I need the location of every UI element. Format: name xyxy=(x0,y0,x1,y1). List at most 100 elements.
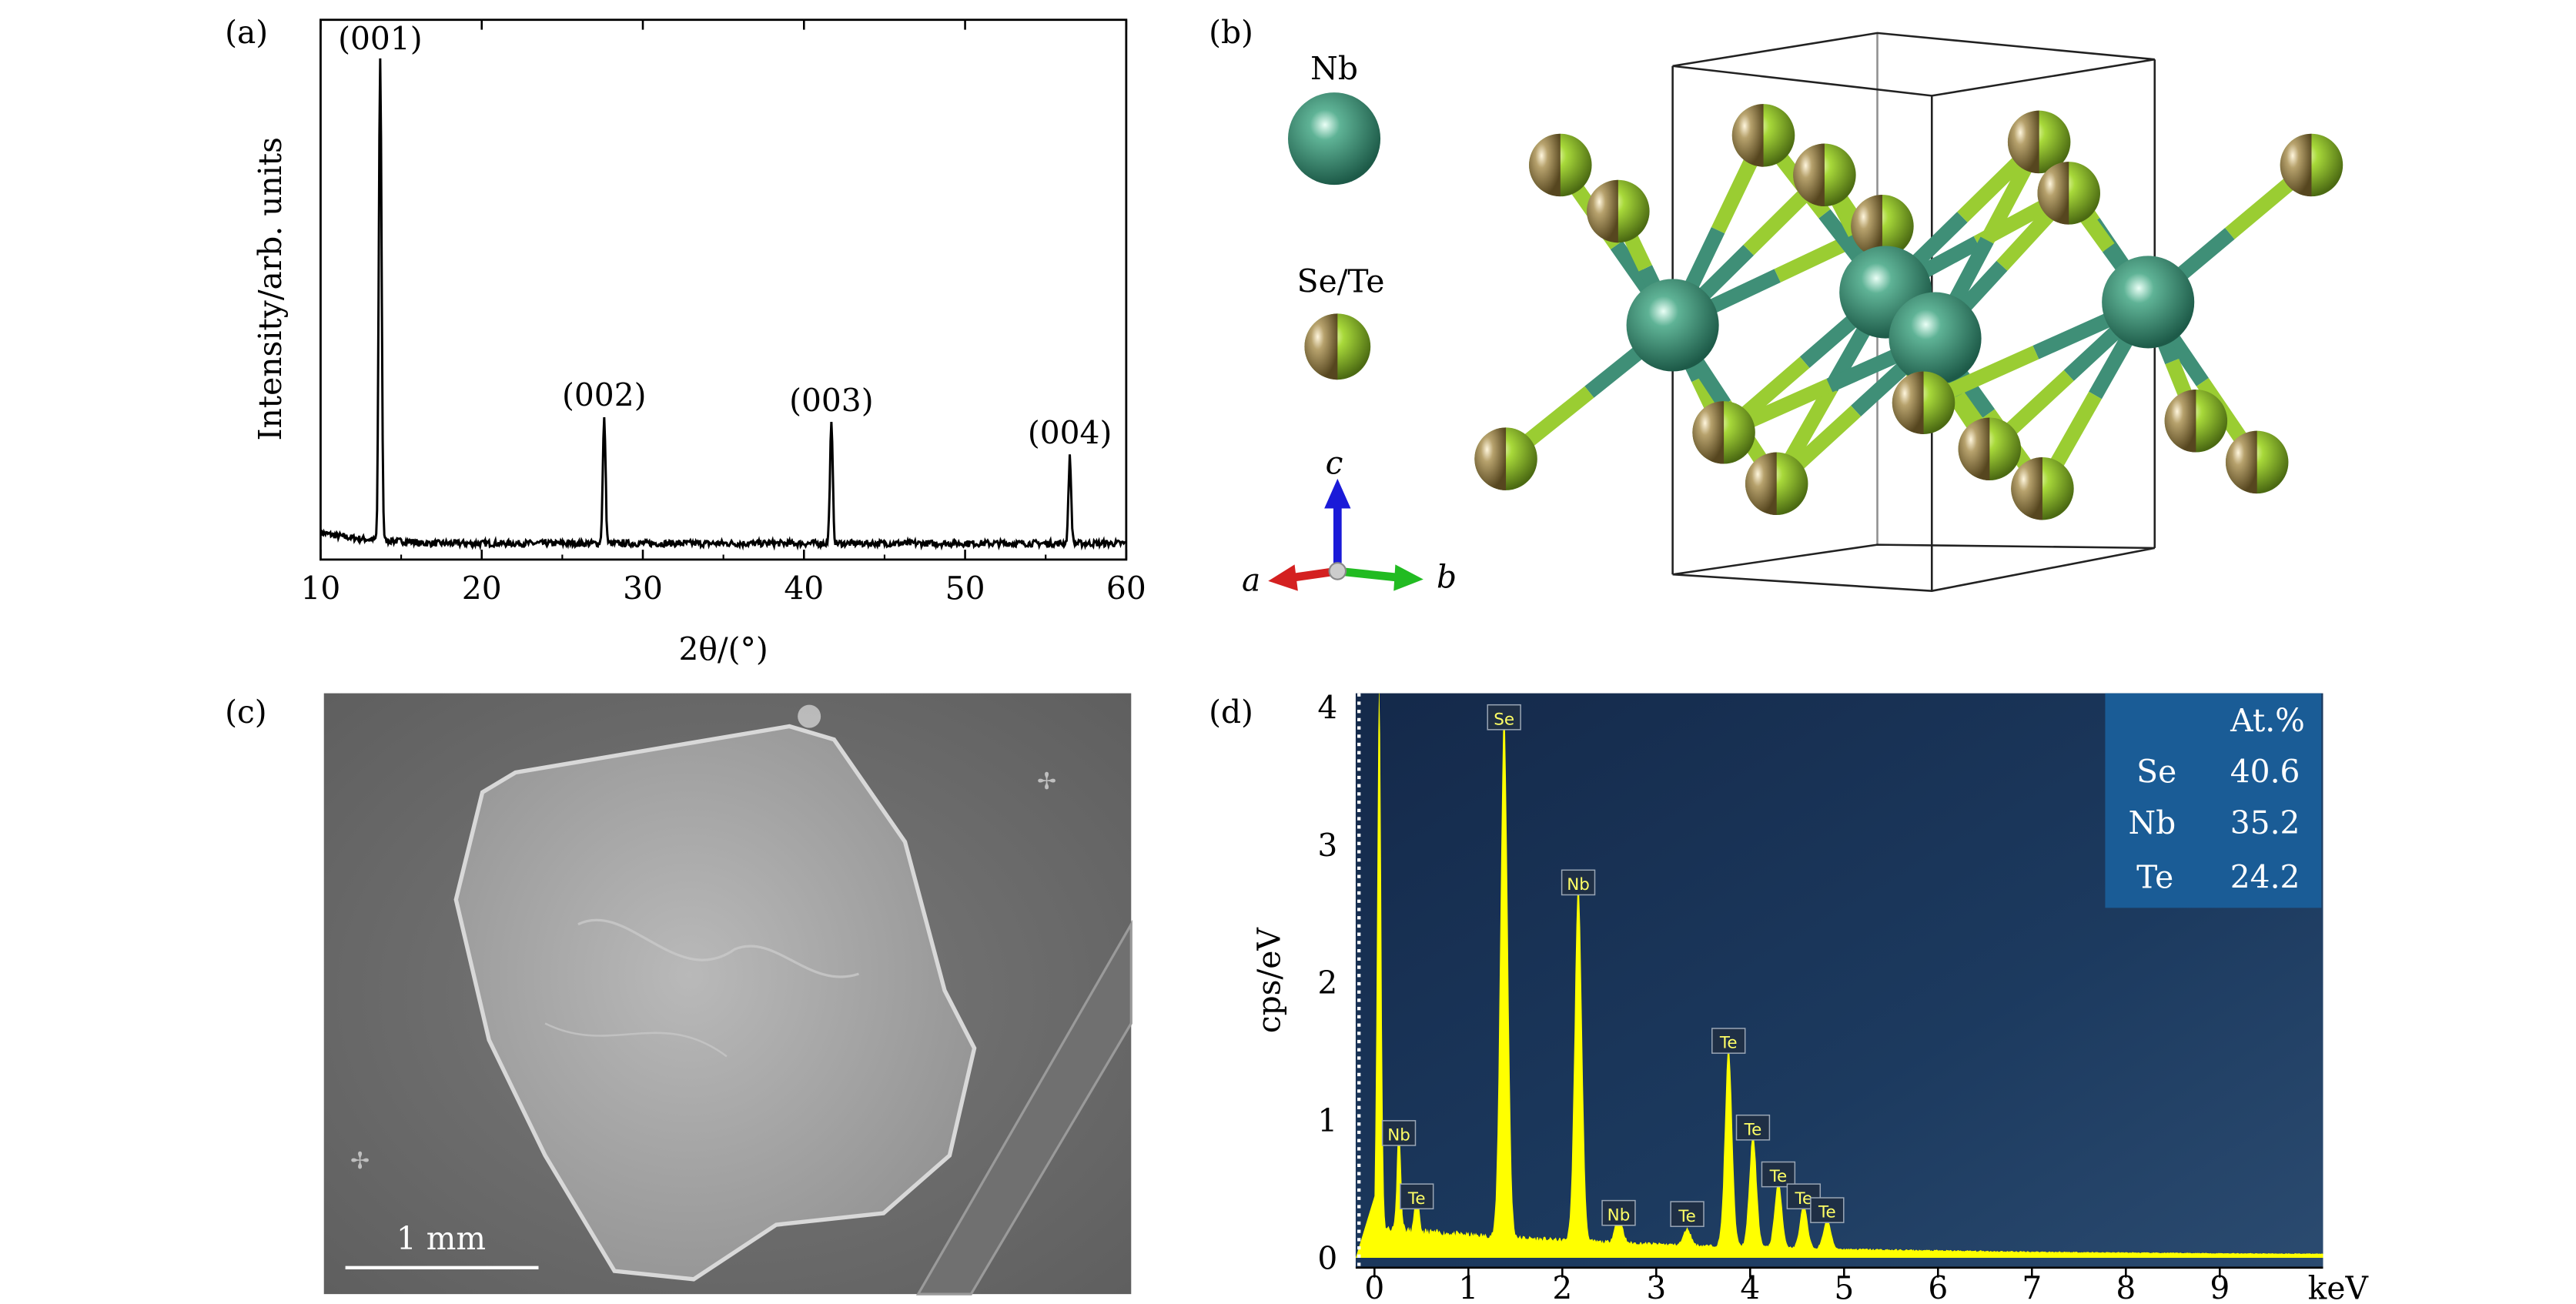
edx-x-ticks: 0 1 2 3 4 5 6 7 8 9 xyxy=(1355,1266,2323,1304)
edx-x-tick-label: 7 xyxy=(2022,1270,2042,1304)
sem-debris-strip xyxy=(915,919,1132,1296)
edx-peak-label-text: Te xyxy=(1744,1120,1762,1139)
panel-a-label: (a) xyxy=(225,14,268,51)
xrd-x-tick-label: 40 xyxy=(784,570,824,607)
scale-bar-label: 1 mm xyxy=(396,1220,486,1257)
panel-d: (d) Nb Te Se Nb Nb Te Te Te Te Te Te 0 1 2 3 4 0 1 2 3 4 5 6… xyxy=(1209,690,2369,1304)
edx-x-tick-label: 0 xyxy=(1364,1270,1384,1304)
edx-y-tick-label: 1 xyxy=(1317,1102,1337,1139)
xrd-plot-frame xyxy=(319,18,1128,561)
edx-x-tick-label: 9 xyxy=(2210,1270,2230,1304)
sete-atom xyxy=(2225,430,2289,494)
panel-b: (b) Nb Se/Te c b a xyxy=(1209,14,2343,599)
sete-atom xyxy=(2007,110,2071,174)
edx-peak-label-text: Te xyxy=(1818,1203,1836,1222)
nb-atom xyxy=(2102,256,2195,349)
edx-peak-label-text: Nb xyxy=(1387,1126,1410,1145)
composition-element: Nb xyxy=(2128,804,2176,841)
composition-table-bg xyxy=(2105,693,2322,908)
edx-peak-label-text: Se xyxy=(1494,710,1514,729)
edx-x-tick-label: 5 xyxy=(1834,1270,1854,1304)
axis-b-label: b xyxy=(1437,558,1457,595)
edx-x-tick-label: 8 xyxy=(2116,1270,2136,1304)
xrd-x-tick-label: 10 xyxy=(301,570,341,607)
sete-atom xyxy=(1731,104,1795,167)
panel-c: (c) ✢ ✢ 1 mm xyxy=(225,693,1132,1296)
sem-debris-mark: ✢ xyxy=(350,1148,370,1175)
legend-sete-atom xyxy=(1304,313,1371,380)
edx-y-ticks: 0 1 2 3 4 xyxy=(1317,690,1337,1277)
edx-peak-label-text: Te xyxy=(1407,1189,1426,1209)
sete-atom xyxy=(1587,179,1650,243)
xrd-x-ticks: 10 20 30 40 50 60 xyxy=(301,19,1146,607)
composition-header: At.% xyxy=(2230,702,2305,739)
sete-atom xyxy=(1745,452,1808,516)
sete-atom xyxy=(2011,456,2074,520)
xrd-y-axis-label: Intensity/arb. units xyxy=(252,137,289,441)
axis-a-label: a xyxy=(1242,562,1260,599)
edx-x-tick-label: 6 xyxy=(1928,1270,1948,1304)
sem-debris-mark: ✢ xyxy=(1037,768,1056,795)
sete-atom xyxy=(1892,371,1955,434)
sete-atom xyxy=(2280,133,2343,197)
sete-atom xyxy=(1692,401,1755,464)
panel-a: (a) (001) (002) (003) (004) 10 20 30 40 50 60 2θ… xyxy=(225,14,1146,668)
axis-c-label: c xyxy=(1326,444,1343,481)
nb-atom xyxy=(1889,292,1982,385)
xrd-x-axis-label: 2θ/(°) xyxy=(678,631,768,668)
edx-y-tick-label: 0 xyxy=(1317,1240,1337,1277)
legend-sete-label: Se/Te xyxy=(1297,263,1385,300)
xrd-peak-label: (002) xyxy=(562,376,647,413)
edx-peak-labels: Nb Te Se Nb Nb Te Te Te Te Te Te xyxy=(1381,704,1845,1227)
edx-peak-label: Te xyxy=(1810,1197,1845,1223)
edx-peak-label: Te xyxy=(1400,1183,1434,1210)
edx-peak-label-text: Nb xyxy=(1567,875,1590,894)
edx-peak-label-text: Te xyxy=(1678,1207,1696,1226)
edx-peak-label: Te xyxy=(1711,1028,1746,1054)
edx-y-tick-label: 3 xyxy=(1317,827,1337,864)
sete-atom xyxy=(1851,195,1914,258)
xrd-x-tick-label: 50 xyxy=(945,570,985,607)
xrd-peak-labels: (001) (002) (003) (004) xyxy=(338,21,1112,452)
edx-peak-label: Se xyxy=(1487,704,1521,731)
edx-peak-label-text: Te xyxy=(1769,1167,1788,1186)
edx-x-tick-label: 4 xyxy=(1740,1270,1760,1304)
sem-crystal-flake xyxy=(453,724,977,1282)
nb-atom xyxy=(1626,279,1719,372)
edx-x-tick-label: 3 xyxy=(1646,1270,1666,1304)
panel-d-label: (d) xyxy=(1209,694,1253,731)
composition-element: Te xyxy=(2136,859,2173,896)
edx-peak-label-text: Te xyxy=(1795,1189,1813,1209)
legend-nb-label: Nb xyxy=(1310,50,1358,87)
edx-peak-label: Te xyxy=(1735,1114,1771,1141)
edx-peak-label: Nb xyxy=(1561,869,1596,896)
edx-peak-label: Te xyxy=(1786,1183,1822,1210)
edx-y-tick-label: 4 xyxy=(1317,690,1337,727)
edx-peak-label-text: Nb xyxy=(1607,1205,1631,1225)
sete-atom xyxy=(1529,133,1592,197)
xrd-x-tick-label: 20 xyxy=(462,570,502,607)
xrd-peak-label: (004) xyxy=(1028,415,1112,452)
sete-atom xyxy=(2037,162,2100,225)
edx-y-tick-label: 2 xyxy=(1317,965,1337,1001)
sete-atom xyxy=(1793,143,1856,207)
sete-atom xyxy=(2164,390,2228,453)
axis-indicator: c b a xyxy=(1242,444,1457,598)
crystal-structure xyxy=(1474,104,2343,520)
legend-nb-atom xyxy=(1288,92,1381,186)
composition-value: 24.2 xyxy=(2230,859,2300,896)
xrd-peak-label: (003) xyxy=(789,382,874,419)
edx-peak-label: Nb xyxy=(1601,1199,1636,1226)
edx-peak-label: Te xyxy=(1670,1201,1705,1227)
edx-peak-label: Te xyxy=(1761,1161,1796,1188)
composition-value: 40.6 xyxy=(2230,753,2300,790)
edx-x-tick-label: 1 xyxy=(1458,1270,1478,1304)
edx-x-tick-label: 2 xyxy=(1552,1270,1572,1304)
xrd-x-tick-label: 60 xyxy=(1106,570,1146,607)
sete-atom xyxy=(1958,417,2022,480)
composition-table: At.% Se 40.6 Nb 35.2 Te 24.2 xyxy=(2105,693,2322,908)
edx-y-axis-label: cps/eV xyxy=(1250,927,1287,1034)
panel-b-label: (b) xyxy=(1209,14,1253,51)
sete-atom xyxy=(1474,427,1537,490)
